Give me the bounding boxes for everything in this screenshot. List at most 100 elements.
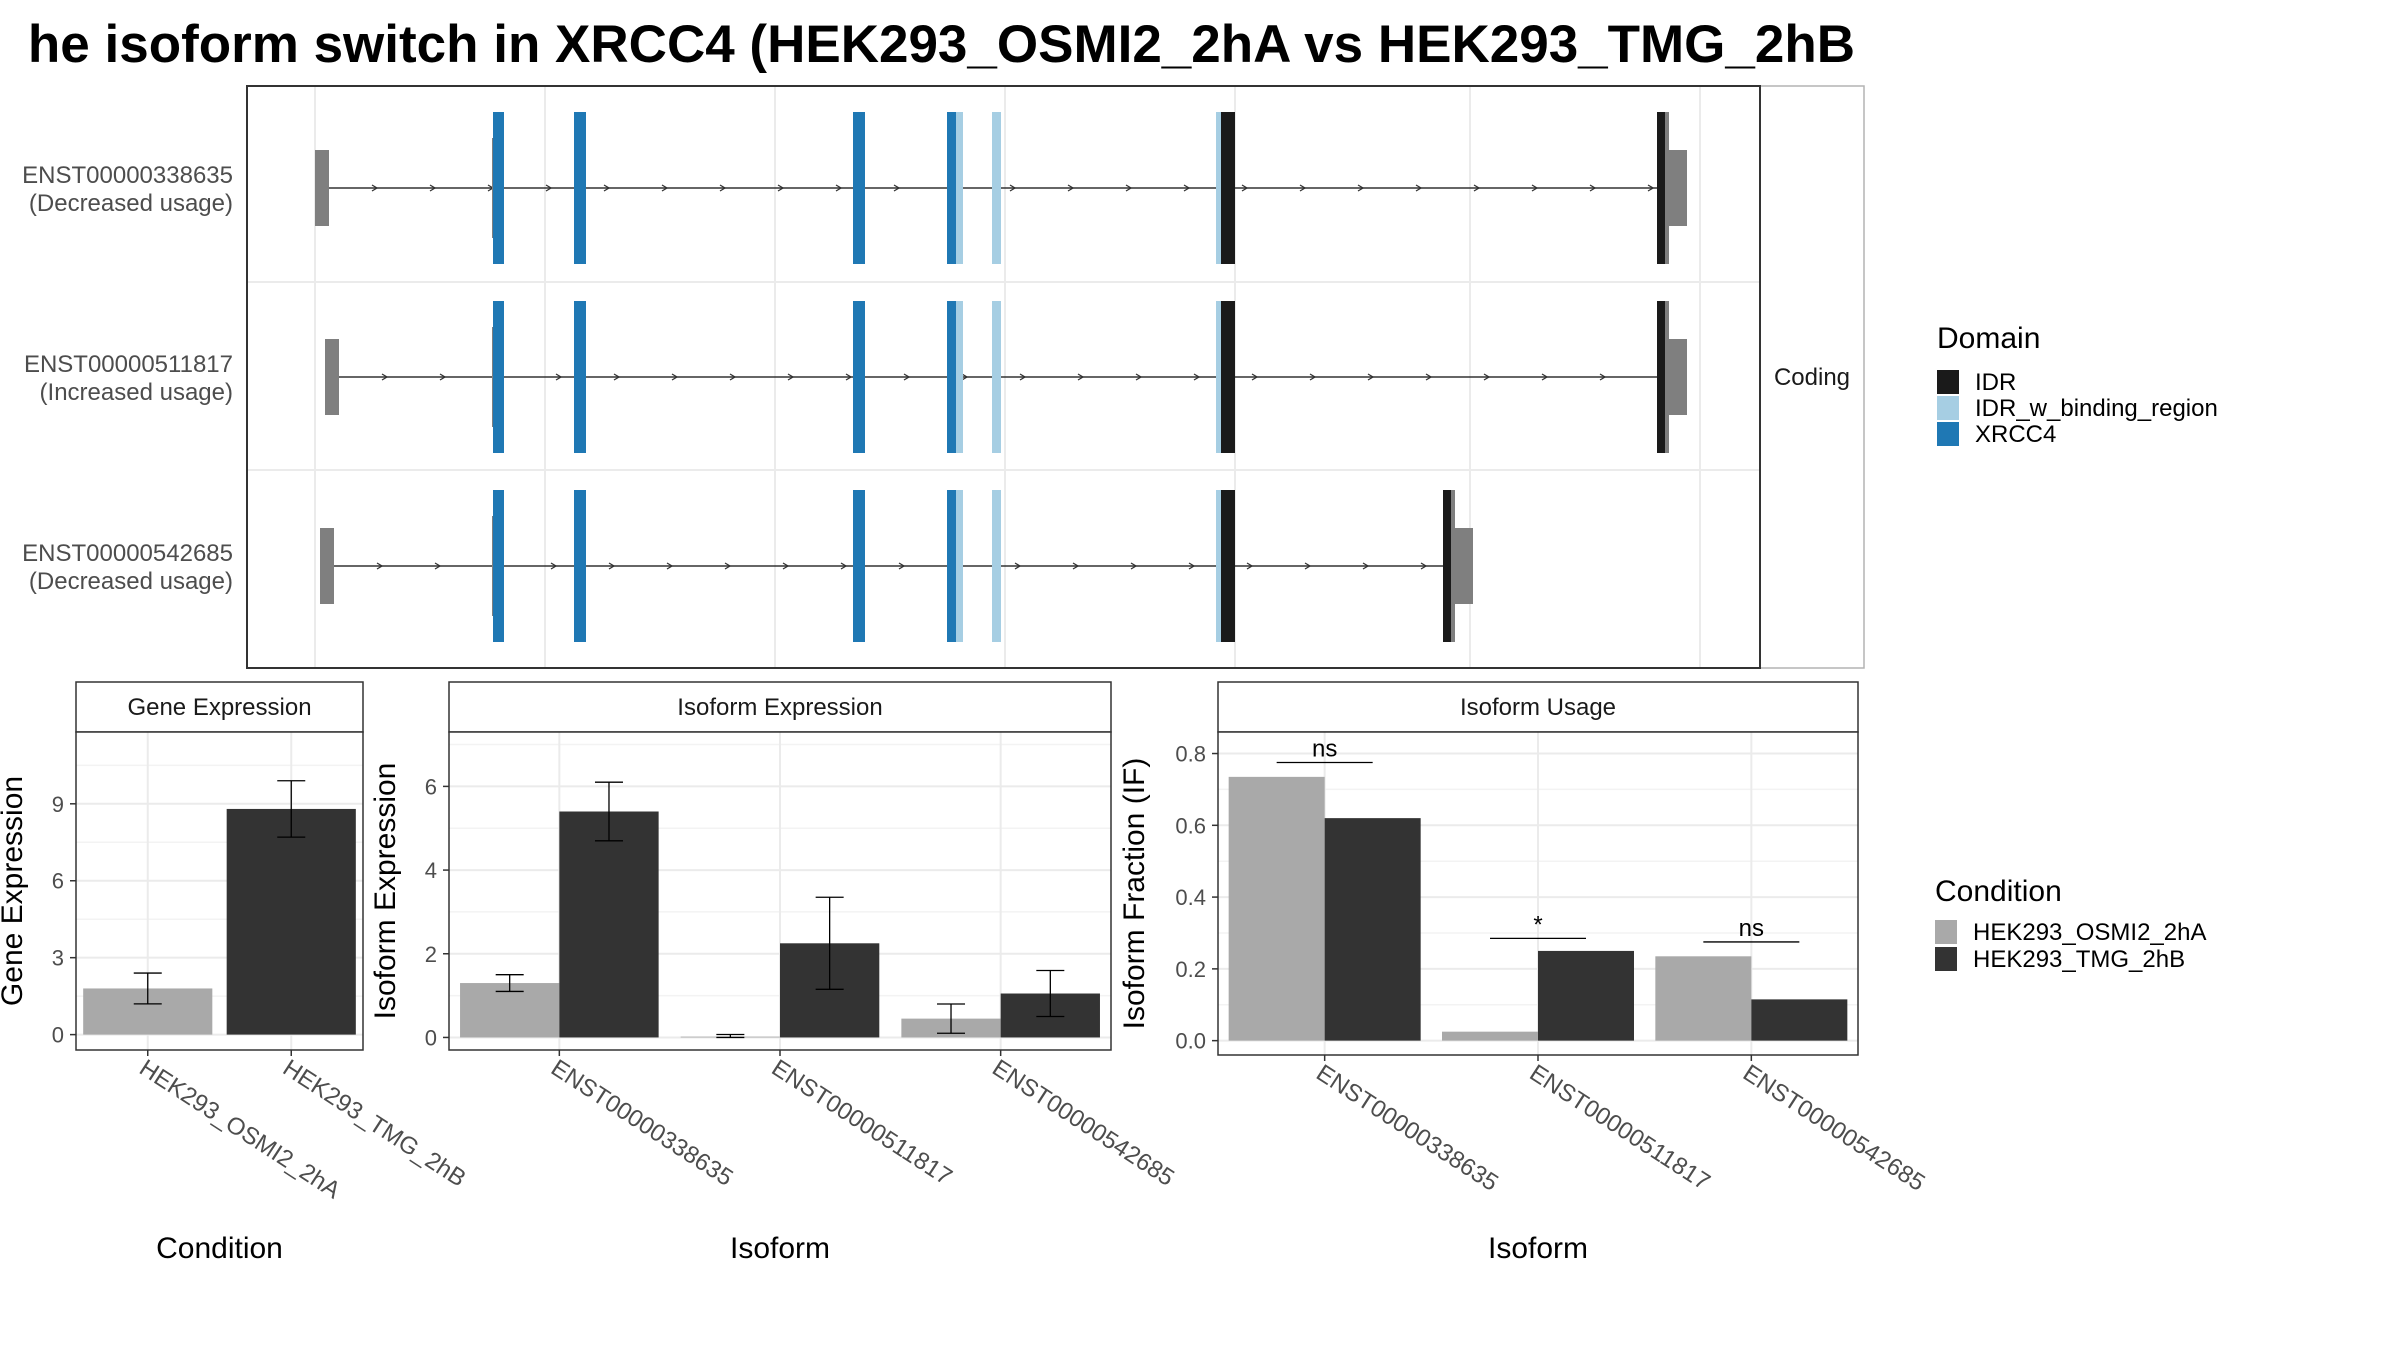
y-tick-label: 4 (425, 858, 437, 883)
y-tick-label: 6 (425, 774, 437, 799)
direction-arrow (434, 562, 442, 570)
transcript-row (325, 301, 1687, 453)
bar (1655, 956, 1752, 1041)
y-tick-label: 2 (425, 942, 437, 967)
direction-arrow (1599, 373, 1607, 381)
direction-arrow (545, 184, 553, 192)
domain-exon (992, 490, 1001, 642)
domain-exon (493, 112, 504, 264)
direction-arrow (961, 373, 969, 381)
utr-exon (315, 150, 329, 226)
domain-exon (1657, 301, 1667, 453)
direction-arrow (1067, 184, 1075, 192)
domain-exon (947, 301, 957, 453)
bar (226, 808, 356, 1035)
domain-legend-label: IDR (1975, 369, 2016, 396)
direction-arrow (719, 184, 727, 192)
transcript-usage-label: (Increased usage) (40, 379, 233, 406)
direction-arrow (1072, 562, 1080, 570)
plot-border (75, 731, 364, 1051)
x-tick-label: ENST00000542685 (987, 1054, 1179, 1191)
transcript-row (315, 112, 1687, 264)
direction-arrow (603, 184, 611, 192)
domain-exon (493, 490, 504, 642)
x-axis-title: Isoform (1488, 1232, 1588, 1265)
bar (1228, 776, 1325, 1041)
direction-arrow (1193, 373, 1201, 381)
facet-strip-label: Coding (1774, 364, 1850, 391)
direction-arrow (729, 373, 737, 381)
y-axis-title: Isoform Fraction (IF) (1118, 758, 1151, 1030)
direction-arrow (1309, 373, 1317, 381)
direction-arrow (898, 562, 906, 570)
plot-border (1217, 731, 1859, 1056)
direction-arrow (1647, 184, 1655, 192)
direction-arrow (1135, 373, 1143, 381)
direction-arrow (893, 184, 901, 192)
direction-arrow (1357, 184, 1365, 192)
bar (460, 983, 560, 1038)
x-axis-title: Condition (156, 1232, 283, 1265)
direction-arrow (1420, 562, 1428, 570)
direction-arrow (671, 373, 679, 381)
direction-arrow (376, 562, 384, 570)
domain-exon (1216, 301, 1222, 453)
domain-exon (1443, 490, 1453, 642)
significance-label: ns (1739, 915, 1764, 942)
domain-exon (853, 301, 865, 453)
direction-arrow (1541, 373, 1549, 381)
direction-arrow (550, 562, 558, 570)
domain-exon (574, 112, 586, 264)
condition-legend-key (1935, 920, 1957, 944)
y-tick-label: 0.4 (1175, 885, 1206, 910)
domain-exon (1216, 490, 1222, 642)
direction-arrow (845, 373, 853, 381)
domain-exon (956, 301, 963, 453)
domain-exon (992, 301, 1001, 453)
direction-arrow (1077, 373, 1085, 381)
y-tick-label: 0.6 (1175, 813, 1206, 838)
direction-arrow (903, 373, 911, 381)
direction-arrow (1246, 562, 1254, 570)
direction-arrow (777, 184, 785, 192)
facet-strip (75, 681, 364, 733)
domain-exon (1657, 112, 1667, 264)
utr-exon (1665, 301, 1669, 453)
direction-arrow (1531, 184, 1539, 192)
domain-exon (574, 490, 586, 642)
x-tick-label: ENST00000338635 (1311, 1059, 1503, 1196)
domain-exon (1221, 112, 1235, 264)
direction-arrow (1304, 562, 1312, 570)
direction-arrow (371, 184, 379, 192)
condition-legend-label: HEK293_TMG_2hB (1973, 946, 2185, 973)
direction-arrow (787, 373, 795, 381)
domain-exon (574, 301, 586, 453)
plot-border (448, 731, 1112, 1051)
utr-exon (1665, 112, 1669, 264)
y-tick-label: 0.2 (1175, 957, 1206, 982)
direction-arrow (1425, 373, 1433, 381)
isoform-usage-chart: Isoform Usage 0.0 0.2 0.4 0.6 0.8 ENST00000338… (1118, 681, 1930, 1265)
transcript-panel-border (246, 85, 1761, 669)
utr-exon (325, 339, 339, 415)
domain-legend-label: XRCC4 (1975, 421, 2056, 448)
domain-exon (853, 490, 865, 642)
direction-arrow (1299, 184, 1307, 192)
domain-exon (947, 490, 957, 642)
transcript-id-label: ENST00000542685 (22, 540, 233, 567)
direction-arrow (1367, 373, 1375, 381)
bar (559, 811, 659, 1038)
domain-exon (956, 490, 963, 642)
page-title-text: he isoform switch in XRCC4 (HEK293_OSMI2… (27, 15, 1855, 74)
direction-arrow (782, 562, 790, 570)
domain-legend-title: Domain (1937, 322, 2040, 355)
direction-arrow (381, 373, 389, 381)
transcript-row (320, 490, 1473, 642)
direction-arrow (666, 562, 674, 570)
domain-exon (1216, 112, 1222, 264)
bar (1538, 950, 1634, 1041)
transcript-usage-label: (Decreased usage) (29, 190, 233, 217)
direction-arrow (439, 373, 447, 381)
